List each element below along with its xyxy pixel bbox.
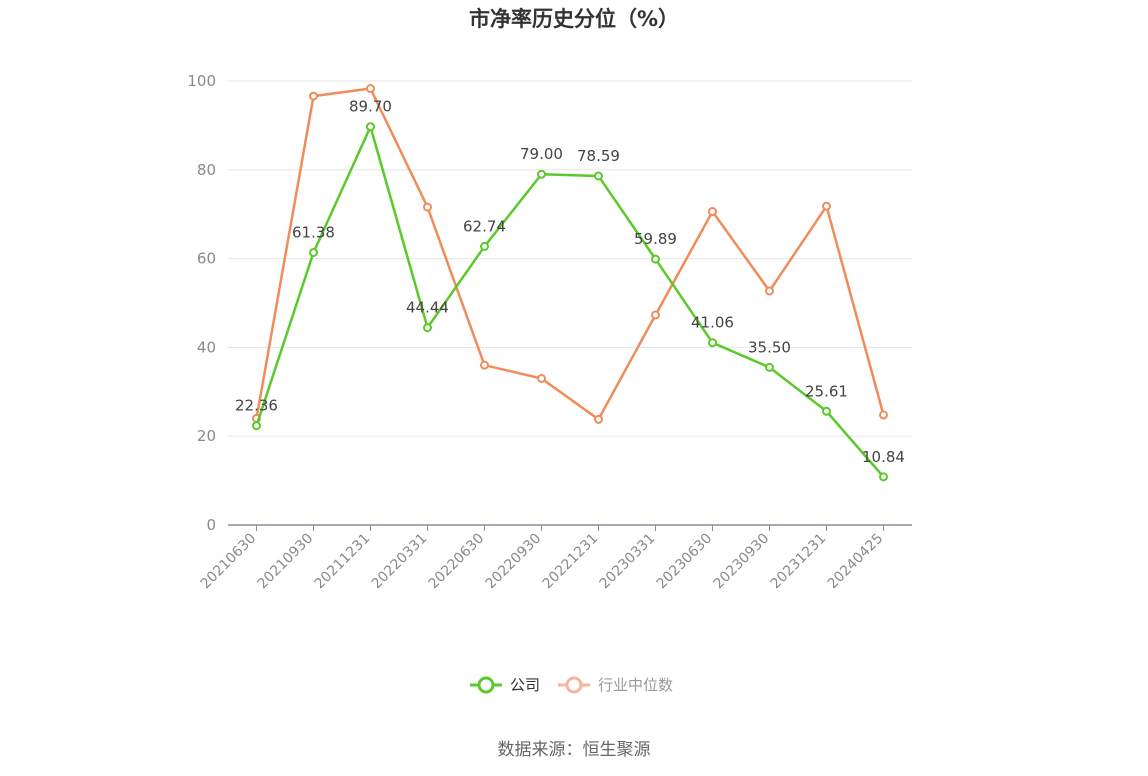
chart-title: 市净率历史分位（%） [469,7,679,31]
data-source: 数据来源：恒生聚源 [498,740,651,760]
data-point[interactable] [366,84,375,94]
data-point[interactable] [708,338,717,348]
legend-item-company[interactable]: 公司 [470,676,540,694]
data-point[interactable] [309,247,318,257]
data-point[interactable] [252,421,261,431]
x-tick-label: 20210930 [255,531,317,593]
data-point[interactable] [879,410,888,420]
legend-item-industry[interactable]: 行业中位数 [558,676,673,694]
data-point[interactable] [708,207,717,217]
data-point[interactable] [879,472,888,482]
series-layer [252,84,888,482]
data-point[interactable] [765,286,774,296]
series-line [255,87,885,421]
data-point[interactable] [366,122,375,132]
x-axis: 2021063020210930202112312022033120220630… [198,524,912,593]
series-1 [252,84,888,424]
data-point[interactable] [822,406,831,416]
series-0 [252,122,888,482]
y-axis: 0 20 40 60 80 100 [187,72,216,534]
legend-marker-industry [565,676,583,694]
data-label: 10.84 [862,448,905,466]
data-label: 22.36 [235,397,278,415]
x-tick-label: 20220630 [426,531,488,593]
data-label: 41.06 [691,314,734,332]
data-label: 61.38 [292,223,335,241]
data-labels: 22.36 61.38 89.70 44.44 62.74 79.00 78.59 59.89… [235,98,905,466]
data-point[interactable] [651,254,660,264]
data-label: 78.59 [577,147,620,165]
x-tick-label: 20220331 [369,531,431,593]
data-point[interactable] [822,201,831,211]
y-tick-label: 100 [187,72,216,90]
data-label: 35.50 [748,338,791,356]
data-label: 62.74 [463,217,506,235]
y-tick-label: 60 [197,250,216,268]
y-tick-label: 20 [197,427,216,445]
x-tick-label: 20230930 [711,531,773,593]
x-tick-label: 20210630 [198,531,260,593]
series-line [255,125,885,478]
data-point[interactable] [480,241,489,251]
y-tick-label: 80 [197,161,216,179]
x-tick-label: 20230331 [597,531,659,593]
data-point[interactable] [309,91,318,101]
data-point[interactable] [537,373,546,383]
x-tick-label: 20220930 [483,531,545,593]
grid [228,80,912,437]
data-label: 25.61 [805,382,848,400]
data-label: 44.44 [406,299,449,317]
x-tick-label: 20211231 [312,531,374,593]
x-tick-label: 20231231 [768,531,830,593]
legend-marker-company [477,676,495,694]
x-tick-label: 20240425 [825,531,887,593]
data-point[interactable] [537,169,546,179]
data-label: 59.89 [634,230,677,248]
data-point[interactable] [765,362,774,372]
data-point[interactable] [594,171,603,181]
data-point[interactable] [423,323,432,333]
legend-label-company: 公司 [510,676,540,694]
legend: 公司 行业中位数 [470,676,673,694]
data-point[interactable] [480,360,489,370]
legend-label-industry: 行业中位数 [598,676,673,694]
data-label: 89.70 [349,98,392,116]
data-point[interactable] [651,310,660,320]
data-label: 79.00 [520,145,563,163]
data-point[interactable] [423,202,432,212]
y-tick-label: 0 [206,516,216,534]
x-tick-label: 20221231 [540,531,602,593]
y-tick-label: 40 [197,338,216,356]
data-point[interactable] [594,414,603,424]
x-tick-label: 20230630 [654,531,716,593]
